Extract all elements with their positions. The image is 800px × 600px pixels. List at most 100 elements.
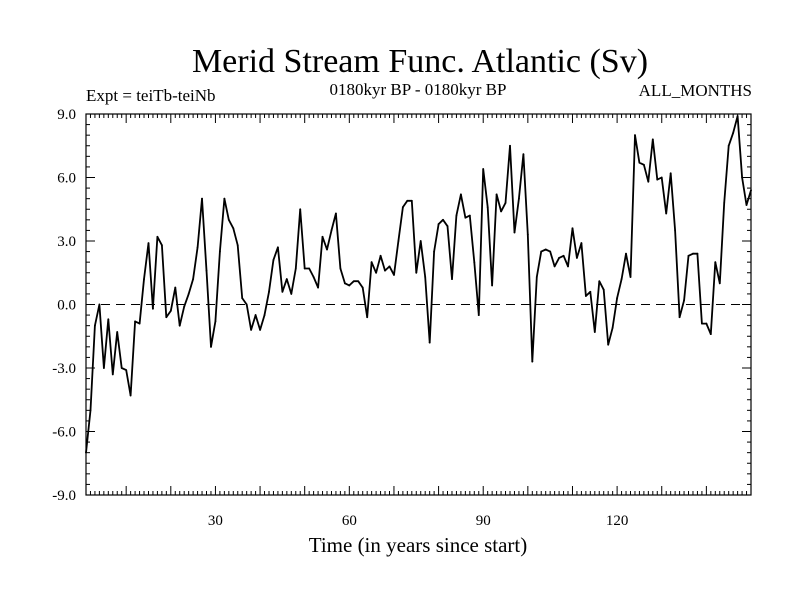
data-point [129,394,132,397]
experiment-label: Expt = teiTb-teiNb [86,86,216,105]
data-point [352,280,355,283]
x-tick-label: 30 [208,513,223,529]
plot-frame [85,113,752,496]
data-point [263,314,266,316]
data-point [602,288,605,291]
data-point [598,280,601,283]
data-point [424,276,427,278]
data-point [683,299,685,302]
data-point [361,286,364,289]
data-point [210,345,212,348]
y-tick-label: 9.0 [57,107,76,123]
data-point [732,132,735,134]
x-tick-label: 120 [606,513,629,529]
data-point [451,278,453,280]
data-point [687,254,690,257]
data-point [736,115,739,118]
data-point [509,144,511,147]
data-point [370,261,373,264]
data-point [241,297,244,300]
data-point [165,316,168,319]
data-point [522,153,525,156]
data-point [504,202,507,204]
data-point [178,324,181,327]
data-point [116,331,119,333]
data-point [553,265,556,268]
data-point [277,246,279,249]
data-point [745,204,748,206]
data-point [518,197,520,200]
data-point [379,254,382,257]
data-point [192,278,195,280]
data-point [107,318,110,321]
data-points [85,115,752,454]
y-tick-label: -3.0 [52,361,76,377]
data-point [473,261,476,264]
data-point [616,297,619,300]
data-point [401,206,404,209]
data-point [647,180,650,183]
data-point [620,278,623,280]
data-point [701,322,703,325]
data-point [656,178,659,181]
data-point [611,326,614,329]
data-point [692,252,694,255]
data-point [343,282,346,285]
data-point [393,273,395,276]
data-point [437,223,440,225]
data-point [446,225,449,228]
data-point [223,197,226,200]
data-point [285,278,288,280]
data-point [513,231,516,234]
data-point [330,229,333,232]
x-tick-label: 90 [476,513,491,529]
data-point [669,172,672,175]
y-tick-label: 6.0 [57,171,76,187]
data-point [415,271,418,274]
data-point [272,259,275,261]
y-tick-label: -9.0 [52,488,76,504]
data-point [531,360,534,363]
data-point [152,307,154,310]
data-point [312,276,315,278]
data-point [384,269,386,272]
data-point [433,250,436,253]
data-point [406,199,409,202]
axis-ticks [85,113,752,496]
data-point [455,214,458,217]
data-point [138,322,141,325]
data-point [375,271,378,274]
data-point [741,176,743,179]
data-point [169,309,172,312]
data-point [326,248,328,251]
data-point [535,276,538,278]
data-point [120,367,123,369]
data-point [459,193,462,196]
data-point [540,250,543,253]
data-point [303,267,306,270]
data-point [366,316,369,319]
data-point [410,199,413,202]
data-point [651,138,654,141]
data-point [348,284,351,287]
data-point [214,320,217,323]
data-point [290,293,293,295]
data-point [642,163,645,166]
data-point [89,409,92,412]
data-point [607,343,610,346]
data-point [174,286,177,289]
data-point [634,134,636,137]
data-point [111,373,114,376]
data-point [714,261,717,264]
data-point [629,276,632,278]
series-line [85,115,752,453]
data-point [428,341,431,344]
x-axis-label: Time (in years since start) [309,533,528,557]
data-point [558,257,560,259]
data-point [567,265,569,268]
data-point [723,202,726,204]
months-label: ALL_MONTHS [639,81,752,100]
data-point [544,248,547,251]
time-range-label: 0180kyr BP - 0180kyr BP [330,80,507,99]
